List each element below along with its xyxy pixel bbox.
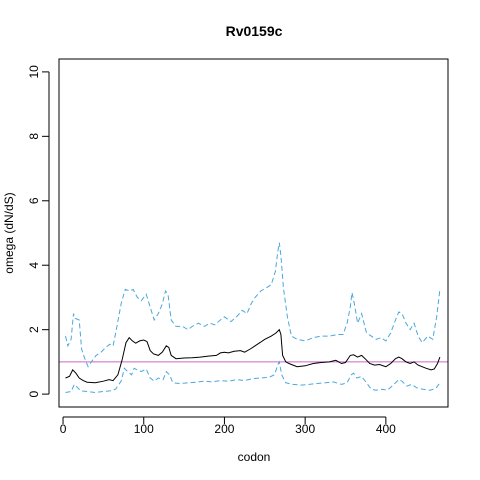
x-tick-label: 100 (134, 422, 154, 436)
y-axis-label: omega (dN/dS) (2, 192, 16, 273)
y-tick-label: 10 (27, 65, 41, 79)
x-tick-label: 400 (376, 422, 396, 436)
chart-title: Rv0159c (226, 23, 283, 39)
series-line-estimate (65, 328, 441, 384)
series-line-lower (65, 360, 441, 394)
x-tick-label: 300 (295, 422, 315, 436)
plot-frame (58, 58, 449, 408)
x-axis-label: codon (238, 450, 271, 464)
y-tick-label: 0 (27, 390, 41, 397)
y-tick-label: 2 (27, 326, 41, 333)
series-line-upper (65, 242, 441, 368)
y-tick-label: 4 (27, 262, 41, 269)
x-tick-label: 200 (214, 422, 234, 436)
y-tick-label: 6 (27, 197, 41, 204)
x-tick-label: 0 (60, 422, 67, 436)
y-tick-label: 8 (27, 133, 41, 140)
